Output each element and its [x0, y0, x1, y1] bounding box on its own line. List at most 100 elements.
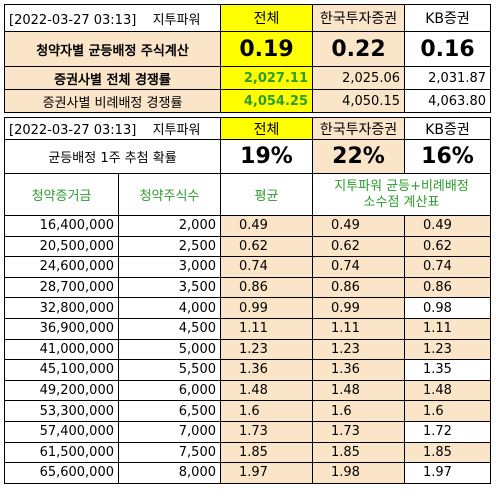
shares-cell: 4,000: [118, 297, 221, 319]
deposit-cell: 16,400,000: [4, 215, 119, 237]
shares-cell: 3,500: [118, 276, 221, 299]
kb-cell: 1.6: [404, 400, 491, 422]
header-deposit: 청약증거금: [4, 173, 119, 216]
brand-name: 지투파워: [152, 12, 201, 28]
column-header-kis: 한국투자증권: [312, 117, 405, 140]
deposit-cell: 28,700,000: [4, 276, 119, 299]
average-cell: 0.99: [220, 297, 313, 319]
allocation-header-cell: [2022-03-27 03:13] 지투파워: [4, 117, 221, 140]
brand-name: 지투파워: [152, 123, 201, 138]
table-row: 65,600,000 8,000 1.97 1.98 1.97: [4, 462, 491, 484]
lottery-probability-total: 19%: [220, 139, 313, 174]
kb-cell: 0.86: [404, 276, 491, 299]
average-cell: 1.23: [220, 338, 313, 361]
deposit-cell: 61,500,000: [4, 441, 119, 464]
deposit-cell: 65,600,000: [4, 462, 119, 484]
timestamp: [2022-03-27 03:13]: [9, 123, 137, 138]
table-row: 28,700,000 3,500 0.86 0.86 0.86: [4, 276, 491, 299]
average-cell: 1.73: [220, 420, 313, 443]
total-competition-total: 2,027.11: [220, 66, 313, 90]
kis-cell: 1.48: [312, 379, 405, 402]
deposit-cell: 24,600,000: [4, 256, 119, 278]
total-competition-kis: 2,025.06: [312, 66, 405, 90]
proportional-competition-kb: 4,063.80: [404, 89, 491, 113]
header-calculation-table: 지투파워 균등+비례배정 소수점 계산표: [312, 173, 491, 216]
deposit-cell: 45,100,000: [4, 359, 119, 381]
lottery-probability-label: 균등배정 1주 추첨 확률: [4, 139, 221, 174]
kis-cell: 1.6: [312, 400, 405, 422]
total-competition-kb: 2,031.87: [404, 66, 491, 90]
column-header-kb: KB증권: [404, 4, 491, 32]
row-label-equal-allocation: 청약자별 균등배정 주식계산: [4, 31, 221, 67]
column-header-total: 전체: [220, 117, 313, 140]
shares-cell: 4,500: [118, 317, 221, 340]
shares-cell: 3,000: [118, 256, 221, 278]
kis-cell: 1.73: [312, 420, 405, 443]
average-cell: 1.85: [220, 441, 313, 464]
kis-cell: 1.23: [312, 338, 405, 361]
row-label-proportional-competition: 증권사별 비례배정 경쟁률: [4, 89, 221, 113]
equal-allocation-kb: 0.16: [404, 31, 491, 67]
kis-cell: 1.85: [312, 441, 405, 464]
deposit-cell: 57,400,000: [4, 420, 119, 443]
average-cell: 1.97: [220, 462, 313, 484]
kb-cell: 0.98: [404, 297, 491, 319]
table-row: 24,600,000 3,000 0.74 0.74 0.74: [4, 256, 491, 278]
table-row: 32,800,000 4,000 0.99 0.99 0.98: [4, 297, 491, 319]
table-row: 61,500,000 7,500 1.85 1.85 1.85: [4, 441, 491, 464]
table-row: 45,100,000 5,500 1.36 1.36 1.35: [4, 359, 491, 381]
shares-cell: 2,000: [118, 215, 221, 237]
deposit-cell: 49,200,000: [4, 379, 119, 402]
shares-cell: 6,500: [118, 400, 221, 422]
kis-cell: 0.99: [312, 297, 405, 319]
table-row: 57,400,000 7,000 1.73 1.73 1.72: [4, 420, 491, 443]
table-row: 20,500,000 2,500 0.62 0.62 0.62: [4, 235, 491, 258]
kis-cell: 0.49: [312, 215, 405, 237]
kb-cell: 1.23: [404, 338, 491, 361]
header-average: 평균: [220, 173, 313, 216]
average-cell: 1.48: [220, 379, 313, 402]
equal-allocation-kis: 0.22: [312, 31, 405, 67]
kb-cell: 1.97: [404, 462, 491, 484]
deposit-cell: 41,000,000: [4, 338, 119, 361]
summary-table: [2022-03-27 03:13] 지투파워 전체 한국투자증권 KB증권 청…: [4, 4, 491, 113]
kis-cell: 1.36: [312, 359, 405, 381]
proportional-competition-kis: 4,050.15: [312, 89, 405, 113]
shares-cell: 5,000: [118, 338, 221, 361]
kb-cell: 1.85: [404, 441, 491, 464]
average-cell: 1.6: [220, 400, 313, 422]
shares-cell: 5,500: [118, 359, 221, 381]
average-cell: 0.62: [220, 235, 313, 258]
shares-cell: 7,500: [118, 441, 221, 464]
shares-cell: 7,000: [118, 420, 221, 443]
equal-allocation-total: 0.19: [220, 31, 313, 67]
header-calc-line2: 소수점 계산표: [363, 194, 440, 210]
summary-header-cell: [2022-03-27 03:13] 지투파워: [4, 4, 221, 32]
deposit-cell: 32,800,000: [4, 297, 119, 319]
average-cell: 0.74: [220, 256, 313, 278]
table-row: 16,400,000 2,000 0.49 0.49 0.49: [4, 215, 491, 237]
table-row: 41,000,000 5,000 1.23 1.23 1.23: [4, 338, 491, 361]
average-cell: 0.86: [220, 276, 313, 299]
row-label-total-competition: 증권사별 전체 경쟁률: [4, 66, 221, 90]
kb-cell: 1.48: [404, 379, 491, 402]
kis-cell: 0.74: [312, 256, 405, 278]
kis-cell: 1.98: [312, 462, 405, 484]
average-cell: 0.49: [220, 215, 313, 237]
deposit-cell: 20,500,000: [4, 235, 119, 258]
table-row: 53,300,000 6,500 1.6 1.6 1.6: [4, 400, 491, 422]
timestamp: [2022-03-27 03:13]: [9, 12, 137, 28]
column-header-kis: 한국투자증권: [312, 4, 405, 32]
table-row: 49,200,000 6,000 1.48 1.48 1.48: [4, 379, 491, 402]
kb-cell: 0.49: [404, 215, 491, 237]
kb-cell: 1.11: [404, 317, 491, 340]
column-header-total: 전체: [220, 4, 313, 32]
kb-cell: 1.35: [404, 359, 491, 381]
kis-cell: 0.86: [312, 276, 405, 299]
kb-cell: 1.72: [404, 420, 491, 443]
kis-cell: 1.11: [312, 317, 405, 340]
table-row: 36,900,000 4,500 1.11 1.11 1.11: [4, 317, 491, 340]
shares-cell: 8,000: [118, 462, 221, 484]
deposit-cell: 36,900,000: [4, 317, 119, 340]
header-calc-line1: 지투파워 균등+비례배정: [334, 178, 469, 194]
